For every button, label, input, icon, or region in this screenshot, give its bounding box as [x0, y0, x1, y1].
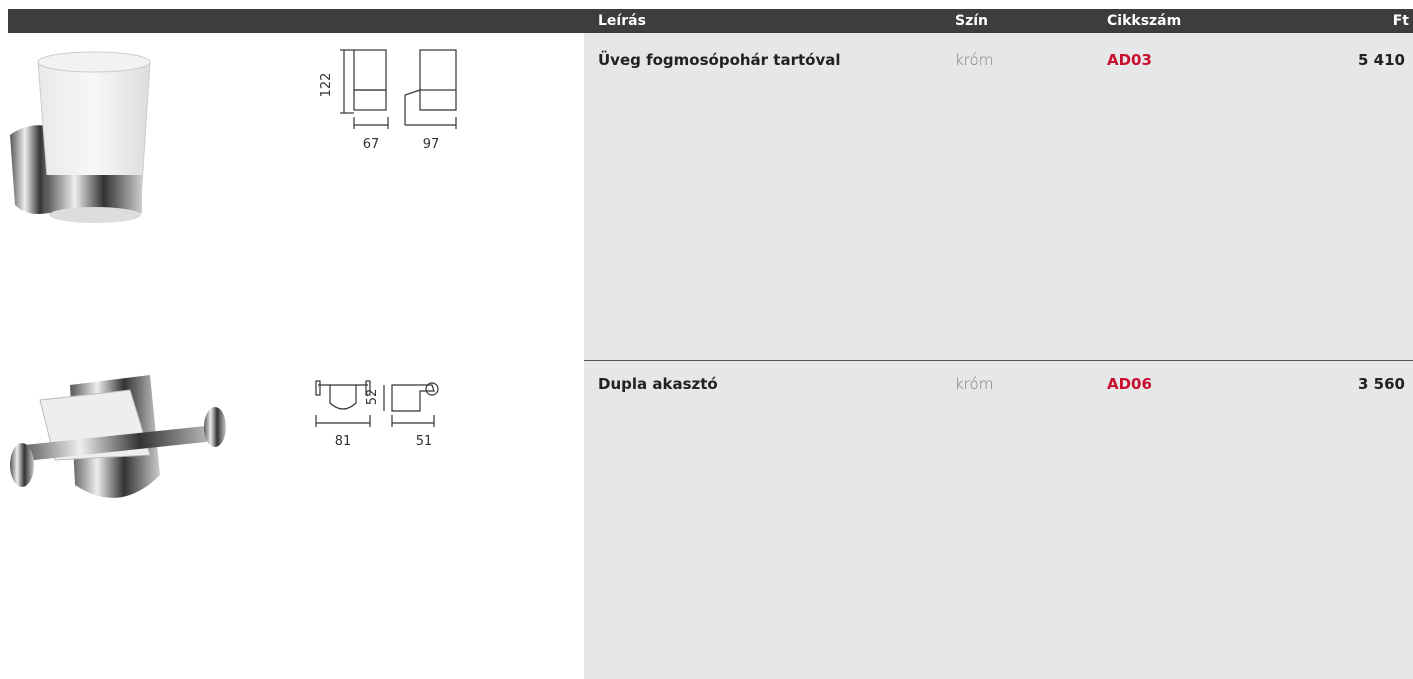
price: 3 560 — [1358, 375, 1405, 393]
header-cell: Cikkszám — [1107, 13, 1182, 29]
dimension-label: 81 — [335, 434, 352, 449]
row-divider — [584, 360, 1413, 361]
dimension-label: 67 — [363, 137, 380, 152]
code: AD03 — [1107, 51, 1152, 69]
dimension-label: 97 — [423, 137, 440, 152]
description: Dupla akasztó — [598, 375, 718, 393]
table-panel — [584, 33, 1413, 679]
price: 5 410 — [1358, 51, 1405, 69]
dimension-label: 51 — [416, 434, 433, 449]
header-cell: Leírás — [598, 13, 646, 29]
header-cell: Szín — [955, 13, 988, 29]
description: Üveg fogmosópohár tartóval — [598, 51, 841, 69]
dimension-label: 52 — [365, 389, 380, 406]
dimension-drawing: 52 81 51 — [315, 380, 439, 449]
table-header: Leírás Szín Cikkszám Ft — [8, 9, 1413, 33]
dimension-label: 122 — [319, 73, 334, 98]
product-photo — [10, 51, 151, 223]
header-cell: Ft — [1392, 13, 1409, 29]
dimension-drawing: 122 67 97 — [319, 49, 457, 152]
product-photo — [10, 375, 226, 498]
color: króm — [955, 51, 994, 69]
code: AD06 — [1107, 375, 1152, 393]
color: króm — [955, 375, 994, 393]
